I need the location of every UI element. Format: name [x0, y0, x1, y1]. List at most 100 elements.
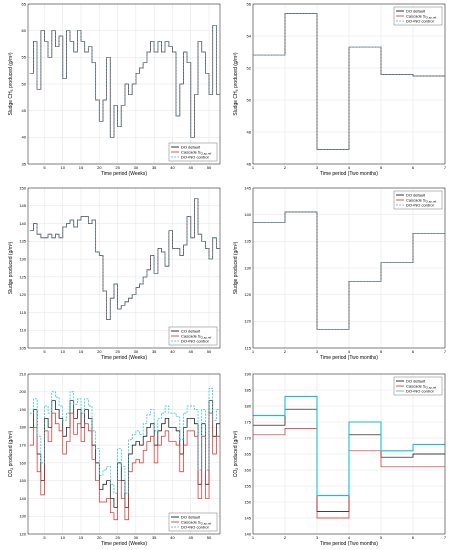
legend-label: DO+NO control: [406, 18, 434, 23]
x-tick-label: 40: [170, 535, 175, 540]
x-tick-label: 6: [412, 349, 415, 354]
y-tick-label: 170: [19, 443, 26, 448]
axes-frame: [252, 3, 446, 165]
y-tick-label: 125: [244, 292, 251, 297]
chart-panel-f: 1 2 3 4 5 6 7 140 145 150 155 160 165 170 175 180 185 190…: [233, 371, 447, 547]
x-tick-label: 7: [444, 349, 447, 354]
series-line: [253, 395, 445, 497]
chart-panel-c: 5 10 15 20 25 30 35 40 45 50 105 110 115 120 125 130 135…: [8, 185, 221, 361]
y-tick-label: 115: [245, 345, 252, 350]
x-tick-label: 30: [134, 349, 139, 354]
x-axis-label: Time period (Weeks): [101, 355, 147, 361]
x-tick-label: 5: [380, 535, 383, 540]
legend-label: Cascade SO,sp,ref: [181, 333, 211, 339]
legend-box: [168, 142, 218, 162]
y-tick-label: 45: [22, 108, 27, 113]
y-tick-label: 55: [22, 55, 27, 60]
y-tick-label: 56: [247, 1, 252, 6]
x-tick-label: 20: [97, 165, 102, 170]
x-tick-label: 7: [444, 535, 447, 540]
y-tick-label: 145: [19, 203, 26, 208]
y-tick-label: 65: [22, 1, 27, 6]
series-line: [253, 13, 445, 150]
x-tick-label: 4: [348, 165, 351, 170]
legend-label: DO default: [406, 8, 426, 13]
y-tick-label: 52: [247, 65, 252, 70]
x-tick-label: 35: [152, 535, 157, 540]
y-tick-label: 54: [247, 33, 252, 38]
y-tick-label: 140: [19, 496, 26, 501]
series-line: [29, 412, 220, 521]
y-tick-label: 135: [19, 239, 26, 244]
x-tick-label: 2: [284, 535, 287, 540]
x-tick-label: 50: [207, 535, 212, 540]
y-tick-label: 140: [244, 212, 251, 217]
x-tick-label: 2: [284, 165, 287, 170]
y-axis-label: CO2 produced (g/m³): [233, 430, 239, 477]
y-tick-label: 150: [19, 478, 26, 483]
chart-panel-d: 1 2 3 4 5 6 7 115 120 125 130 135 140 145 Time period …: [233, 185, 447, 361]
series-line: [29, 387, 220, 494]
y-tick-label: 180: [244, 403, 251, 408]
x-tick-label: 1: [252, 165, 255, 170]
x-tick-label: 25: [115, 349, 120, 354]
y-tick-label: 130: [19, 257, 26, 262]
x-tick-label: 35: [152, 349, 157, 354]
axes-frame: [252, 187, 446, 349]
y-tick-label: 155: [244, 483, 251, 488]
y-tick-label: 190: [19, 407, 26, 412]
y-tick-label: 130: [244, 265, 251, 270]
x-tick-label: 45: [189, 165, 194, 170]
y-tick-label: 165: [244, 451, 251, 456]
x-tick-label: 15: [79, 535, 84, 540]
legend-box: [393, 6, 443, 26]
legend-box: [168, 512, 218, 532]
legend-label: CO default: [181, 328, 201, 333]
x-tick-label: 25: [115, 165, 120, 170]
chart-panel-e: 5 10 15 20 25 30 35 40 45 50 120 130 140 150 160 170 180…: [8, 371, 221, 547]
x-tick-label: 7: [444, 165, 447, 170]
x-tick-label: 3: [316, 165, 319, 170]
legend-label: Cascade SO,sp,ref: [181, 519, 211, 525]
x-tick-label: 5: [380, 165, 383, 170]
y-tick-label: 46: [247, 161, 252, 166]
x-tick-label: 20: [97, 535, 102, 540]
x-tick-label: 50: [207, 165, 212, 170]
x-tick-label: 5: [380, 349, 383, 354]
legend-label: DO default: [406, 192, 426, 197]
legend-label: Cascade SO,sp,ref: [406, 383, 436, 389]
legend-label: Cascade SO,sp,ref: [181, 149, 211, 155]
series-line: [253, 211, 445, 330]
y-tick-label: 125: [19, 274, 26, 279]
legend-label: Cascade SO,sp,ref: [406, 197, 436, 203]
x-tick-label: 40: [170, 165, 175, 170]
x-tick-label: 40: [170, 349, 175, 354]
chart-panel-a: 5 10 15 20 25 30 35 40 45 50 35 40 45 50 55 60 65 Time pe…: [8, 1, 221, 177]
legend-label: DO+NO control: [181, 154, 209, 159]
y-tick-label: 120: [19, 531, 26, 536]
legend-label: DO default: [406, 378, 426, 383]
legend-label: DO+NO control: [181, 338, 209, 343]
y-tick-label: 145: [244, 185, 251, 190]
y-axis-label: Sludge produced (g/m³): [233, 241, 239, 294]
legend-label: DO+NO control: [406, 388, 434, 393]
x-tick-label: 30: [134, 535, 139, 540]
axes-frame: [27, 187, 221, 349]
legend-box: [393, 190, 443, 210]
y-tick-label: 160: [19, 460, 26, 465]
x-tick-label: 10: [61, 535, 66, 540]
x-tick-label: 50: [207, 349, 212, 354]
y-tick-label: 60: [22, 28, 27, 33]
axes-frame: [27, 3, 221, 165]
x-axis-label: Time period (Two months): [320, 355, 378, 361]
y-tick-label: 105: [19, 345, 26, 350]
y-tick-label: 150: [244, 499, 251, 504]
x-tick-label: 20: [97, 349, 102, 354]
series-line: [253, 428, 445, 519]
y-tick-label: 150: [19, 185, 26, 190]
x-axis-label: Time period (Two months): [320, 171, 378, 177]
